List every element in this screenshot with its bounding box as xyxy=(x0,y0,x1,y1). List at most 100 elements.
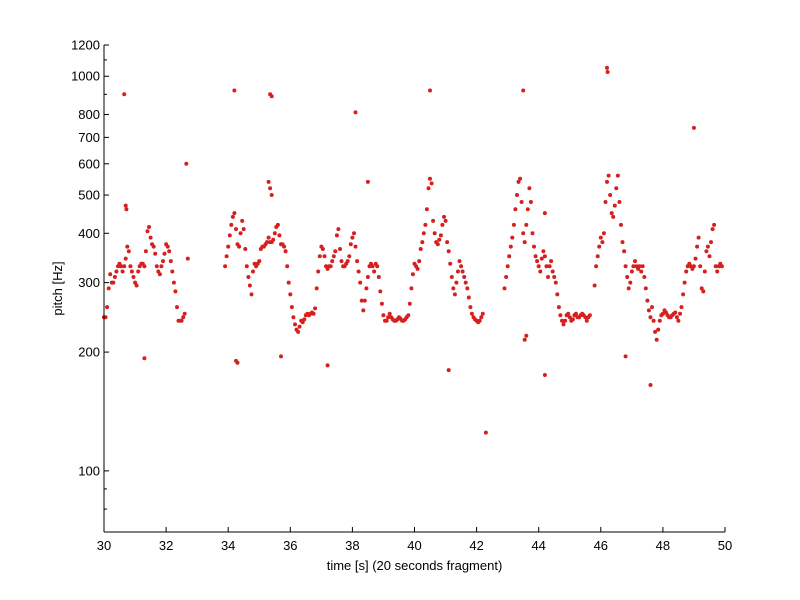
pitch-point xyxy=(524,222,529,227)
pitch-point xyxy=(114,269,119,274)
pitch-point xyxy=(712,222,717,227)
pitch-point xyxy=(522,240,527,245)
x-axis-label: time [s] (20 seconds fragment) xyxy=(327,558,503,573)
pitch-point xyxy=(713,264,718,269)
pitch-point xyxy=(370,264,375,269)
pitch-point xyxy=(171,280,176,285)
pitch-point xyxy=(111,280,116,285)
pitch-point xyxy=(269,193,274,197)
pitch-point xyxy=(235,360,240,365)
pitch-point xyxy=(234,227,238,232)
pitch-point xyxy=(372,269,377,274)
pitch-point xyxy=(379,301,384,306)
pitch-point xyxy=(124,207,129,212)
x-tick-label: 48 xyxy=(656,538,670,553)
data-points xyxy=(102,65,724,435)
pitch-point xyxy=(542,373,547,377)
pitch-point xyxy=(695,244,700,249)
pitch-point xyxy=(265,240,269,245)
y-tick-label: 200 xyxy=(78,345,100,360)
pitch-point xyxy=(691,125,696,130)
pitch-point xyxy=(598,235,603,240)
pitch-point xyxy=(282,244,287,249)
pitch-point xyxy=(698,264,703,269)
pitch-point xyxy=(120,269,125,274)
pitch-point xyxy=(181,315,186,320)
pitch-point xyxy=(463,280,468,285)
pitch-point xyxy=(386,315,391,320)
pitch-point xyxy=(648,315,653,320)
pitch-point xyxy=(272,231,277,236)
pitch-point xyxy=(123,203,128,208)
x-ticks: 30 32 34 36 38 40 42 44 46 48 50 xyxy=(97,527,732,553)
pitch-point xyxy=(560,318,564,323)
pitch-point xyxy=(316,269,321,274)
pitch-point xyxy=(345,259,350,264)
pitch-point xyxy=(148,235,153,240)
pitch-point xyxy=(631,264,636,269)
pitch-point xyxy=(527,186,532,191)
x-tick-label: 34 xyxy=(221,538,235,553)
pitch-point xyxy=(320,247,325,251)
pitch-point xyxy=(483,430,488,435)
pitch-point xyxy=(167,249,172,254)
pitch-point xyxy=(479,315,484,320)
pitch-point xyxy=(362,298,367,303)
pitch-point xyxy=(438,233,443,238)
pitch-point xyxy=(542,211,547,216)
pitch-point xyxy=(136,269,141,274)
pitch-point xyxy=(409,286,414,291)
pitch-point xyxy=(528,200,533,204)
pitch-point xyxy=(707,254,712,259)
pitch-point xyxy=(684,269,689,274)
pitch-point xyxy=(432,231,437,236)
pitch-point xyxy=(179,318,184,323)
pitch-point xyxy=(353,110,358,115)
pitch-point xyxy=(129,269,134,274)
pitch-point xyxy=(653,329,658,334)
pitch-point xyxy=(336,227,341,232)
pitch-point xyxy=(407,301,412,306)
pitch-point xyxy=(112,275,117,279)
pitch-point xyxy=(435,242,440,247)
pitch-point xyxy=(429,181,434,186)
pitch-point xyxy=(266,235,271,240)
pitch-point xyxy=(605,179,609,184)
y-ticks: 100 200 300 400 500 600 700 800 1000 1200 xyxy=(71,38,109,533)
pitch-point xyxy=(247,283,252,288)
pitch-point xyxy=(358,280,363,285)
pitch-point xyxy=(431,218,436,223)
pitch-point xyxy=(285,264,290,269)
pitch-point xyxy=(691,264,696,269)
pitch-point xyxy=(657,318,662,323)
pitch-point xyxy=(542,254,547,259)
pitch-point xyxy=(699,286,704,291)
pitch-point xyxy=(128,264,133,269)
pitch-point xyxy=(612,203,617,208)
pitch-point xyxy=(594,264,599,269)
pitch-point xyxy=(633,259,637,264)
pitch-point xyxy=(719,264,724,269)
y-tick-label: 400 xyxy=(78,226,100,241)
pitch-point xyxy=(266,179,271,184)
pitch-point xyxy=(584,318,589,323)
pitch-point xyxy=(108,272,113,277)
pitch-point xyxy=(601,231,606,236)
pitch-point xyxy=(518,176,523,181)
pitch-point xyxy=(502,286,507,291)
pitch-point xyxy=(283,249,288,254)
pitch-point xyxy=(420,240,425,245)
pitch-point xyxy=(600,240,605,245)
pitch-point xyxy=(645,298,650,303)
pitch-point xyxy=(227,233,232,238)
pitch-point xyxy=(446,368,451,373)
y-tick-label: 600 xyxy=(78,156,100,171)
y-tick-label: 1000 xyxy=(71,69,100,84)
pitch-point xyxy=(154,264,159,269)
pitch-point xyxy=(443,218,448,223)
pitch-point xyxy=(515,193,519,197)
pitch-point xyxy=(682,280,687,285)
pitch-point xyxy=(296,329,301,334)
pitch-point xyxy=(681,292,686,297)
